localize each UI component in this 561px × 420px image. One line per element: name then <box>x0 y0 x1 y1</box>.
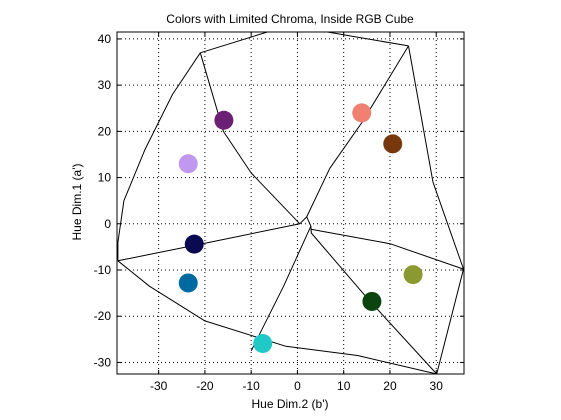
data-point <box>184 234 204 254</box>
data-point <box>403 265 423 285</box>
axis-ticks: -30 -20 -10 0 10 20 30 40 30 20 10 0 -10 -20 -30 <box>94 32 464 393</box>
data-point <box>214 110 234 130</box>
data-point <box>383 134 403 154</box>
cube-outline-curve <box>408 45 464 270</box>
data-point <box>178 154 198 174</box>
y-tick-label: -20 <box>94 309 112 323</box>
plot-frame <box>116 31 465 375</box>
y-tick-label: 30 <box>98 78 112 92</box>
x-tick-label: -20 <box>196 379 214 393</box>
x-tick-label: 10 <box>337 379 351 393</box>
x-tick-label: -30 <box>150 379 168 393</box>
cube-edge-curve <box>117 223 300 262</box>
grid <box>117 32 464 374</box>
data-point <box>178 273 198 293</box>
y-tick-label: 0 <box>104 217 111 231</box>
cube-edge-curve <box>199 52 301 225</box>
cube-outline-curve <box>436 268 464 375</box>
x-axis-label: Hue Dim.2 (b') <box>252 397 329 411</box>
data-point <box>352 103 372 123</box>
cube-edge-curve <box>310 228 464 270</box>
y-tick-label: -10 <box>94 263 112 277</box>
cube-outline-curve <box>117 52 201 261</box>
cube-edge-curve <box>250 225 312 352</box>
x-tick-label: 30 <box>430 379 444 393</box>
rgb-cube-projection <box>117 31 464 375</box>
y-tick-label: 40 <box>98 32 112 46</box>
x-tick-label: 0 <box>294 379 301 393</box>
y-tick-label: 20 <box>98 124 112 138</box>
data-points <box>178 103 423 353</box>
cube-outline-curve <box>117 260 437 375</box>
x-tick-label: -10 <box>243 379 261 393</box>
y-tick-label: -30 <box>94 355 112 369</box>
x-tick-label: 20 <box>383 379 397 393</box>
chart-title: Colors with Limited Chroma, Inside RGB C… <box>166 12 414 26</box>
cube-edge-curve <box>306 45 409 218</box>
y-axis-label: Hue Dim.1 (a') <box>70 164 84 241</box>
y-tick-label: 10 <box>98 171 112 185</box>
cube-edge-curve <box>299 216 312 234</box>
cube-outline-curve <box>200 31 409 54</box>
data-point <box>253 333 273 353</box>
data-point <box>362 291 382 311</box>
